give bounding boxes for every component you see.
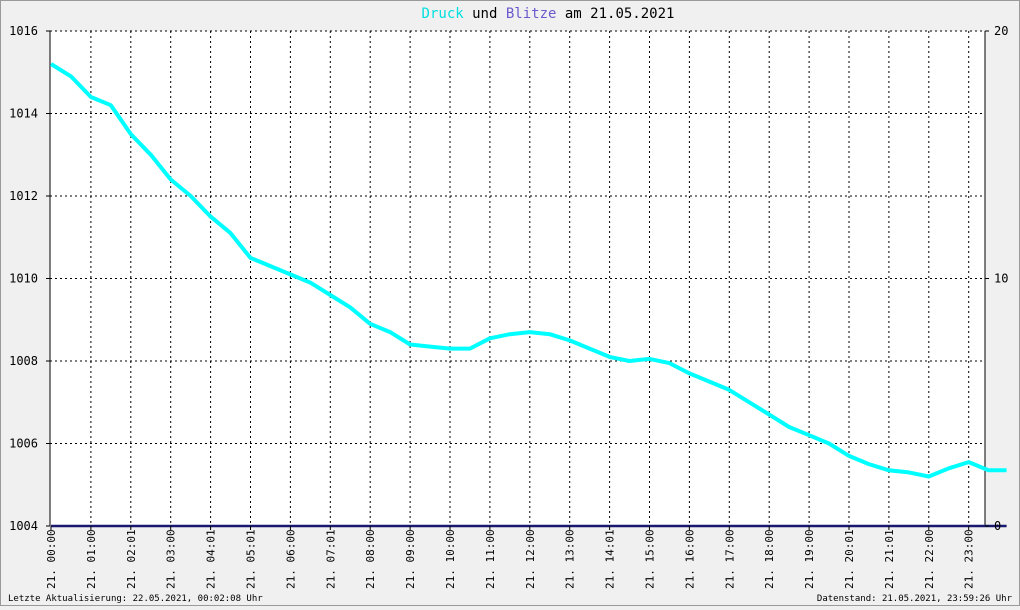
title-blitze: Blitze xyxy=(506,6,557,22)
right-tick-label: 0 xyxy=(994,519,1001,533)
title-druck: Druck xyxy=(422,6,465,22)
chart-title: Druck und Blitze am 21.05.2021 xyxy=(422,6,675,22)
x-tick-label: 21. 08:00 xyxy=(364,529,377,589)
right-axis: 0 10 20 xyxy=(985,24,1008,533)
x-tick-label: 21. 14:01 xyxy=(604,529,617,589)
x-tick-label: 21. 20:01 xyxy=(843,529,856,589)
left-tick-label: 1006 xyxy=(9,437,38,451)
right-tick-label: 10 xyxy=(994,272,1008,286)
x-tick-label: 21. 03:00 xyxy=(165,529,178,589)
right-tick-label: 20 xyxy=(994,24,1008,38)
left-tick-label: 1008 xyxy=(9,354,38,368)
title-und: und xyxy=(464,6,506,22)
x-tick-label: 21. 00:00 xyxy=(45,529,58,589)
left-tick-label: 1004 xyxy=(9,519,38,533)
left-tick-label: 1010 xyxy=(9,272,38,286)
title-date: am 21.05.2021 xyxy=(556,6,674,22)
left-tick-label: 1012 xyxy=(9,189,38,203)
x-tick-label: 21. 23:00 xyxy=(963,529,976,589)
footer-data-status: Datenstand: 21.05.2021, 23:59:26 Uhr xyxy=(817,594,1013,604)
left-tick-label: 1016 xyxy=(9,24,38,38)
x-tick-label: 21. 09:00 xyxy=(404,529,417,589)
x-tick-label: 21. 17:00 xyxy=(723,529,736,589)
x-tick-label: 21. 18:00 xyxy=(763,529,776,589)
x-tick-label: 21. 02:01 xyxy=(125,529,138,589)
x-tick-label: 21. 21:01 xyxy=(883,529,896,589)
left-tick-label: 1014 xyxy=(9,107,38,121)
x-tick-label: 21. 05:01 xyxy=(245,529,258,589)
x-tick-label: 21. 13:00 xyxy=(564,529,577,589)
x-tick-label: 21. 15:00 xyxy=(644,529,657,589)
pressure-line xyxy=(49,62,1007,479)
x-tick-label: 21. 22:00 xyxy=(923,529,936,589)
x-tick-label: 21. 07:01 xyxy=(324,529,337,589)
x-tick-label: 21. 06:00 xyxy=(284,529,297,589)
footer-last-update: Letzte Aktualisierung: 22.05.2021, 00:02… xyxy=(8,594,263,604)
x-tick-label: 21. 10:00 xyxy=(444,529,457,589)
left-axis: 1004 1006 1008 1010 1012 1014 1016 xyxy=(9,24,50,533)
x-tick-label: 21. 01:00 xyxy=(85,529,98,589)
x-axis: 21. 00:00 21. 01:00 21. 02:01 21. 03:00 21. … xyxy=(45,526,976,589)
x-tick-label: 21. 12:00 xyxy=(524,529,537,589)
x-tick-label: 21. 04:01 xyxy=(205,529,218,589)
x-tick-label: 21. 16:00 xyxy=(683,529,696,589)
x-tick-label: 21. 11:00 xyxy=(484,529,497,589)
x-tick-label: 21. 19:00 xyxy=(803,529,816,589)
